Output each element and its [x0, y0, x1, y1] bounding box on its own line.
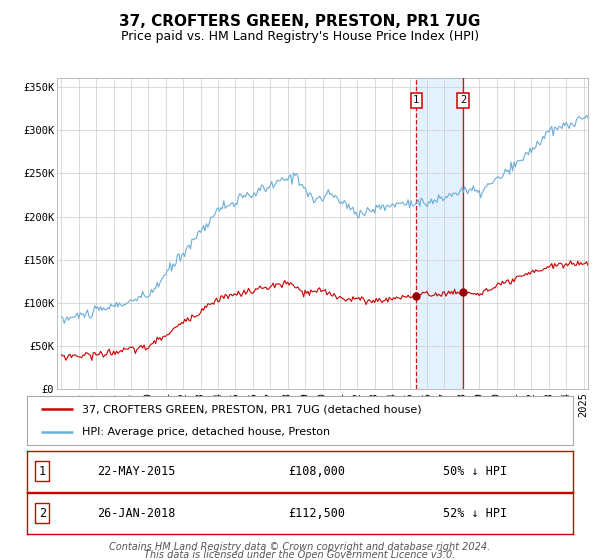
Text: 1: 1 — [413, 95, 419, 105]
Text: 22-MAY-2015: 22-MAY-2015 — [97, 465, 175, 478]
Text: This data is licensed under the Open Government Licence v3.0.: This data is licensed under the Open Gov… — [145, 550, 455, 560]
Text: 52% ↓ HPI: 52% ↓ HPI — [443, 507, 507, 520]
Text: 37, CROFTERS GREEN, PRESTON, PR1 7UG (detached house): 37, CROFTERS GREEN, PRESTON, PR1 7UG (de… — [82, 404, 421, 414]
Bar — [416, 78, 463, 389]
Text: 2: 2 — [39, 507, 46, 520]
Text: 1: 1 — [39, 465, 46, 478]
Text: 2: 2 — [460, 95, 466, 105]
Text: 50% ↓ HPI: 50% ↓ HPI — [443, 465, 507, 478]
Text: HPI: Average price, detached house, Preston: HPI: Average price, detached house, Pres… — [82, 427, 330, 437]
Text: 37, CROFTERS GREEN, PRESTON, PR1 7UG: 37, CROFTERS GREEN, PRESTON, PR1 7UG — [119, 14, 481, 29]
Text: Price paid vs. HM Land Registry's House Price Index (HPI): Price paid vs. HM Land Registry's House … — [121, 30, 479, 43]
Text: £108,000: £108,000 — [288, 465, 345, 478]
Text: £112,500: £112,500 — [288, 507, 345, 520]
Text: 26-JAN-2018: 26-JAN-2018 — [97, 507, 175, 520]
Text: Contains HM Land Registry data © Crown copyright and database right 2024.: Contains HM Land Registry data © Crown c… — [109, 542, 491, 552]
